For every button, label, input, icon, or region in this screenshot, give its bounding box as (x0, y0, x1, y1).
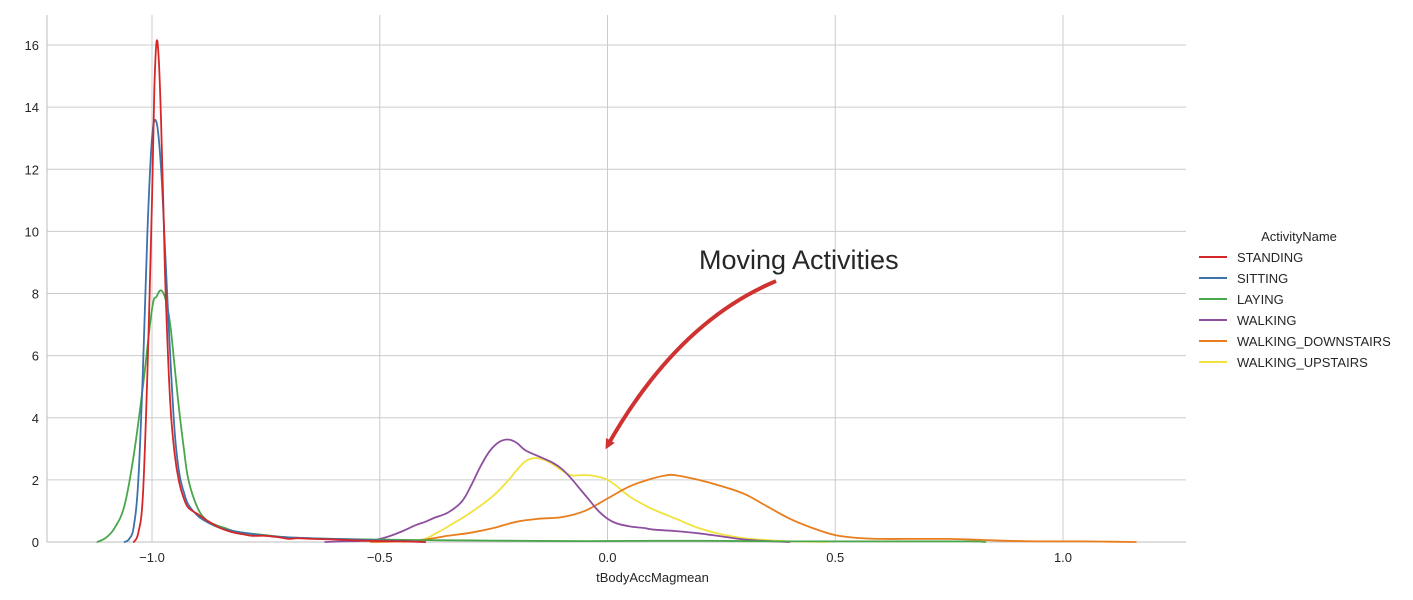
y-tick-label: 14 (25, 100, 39, 115)
x-tick-label: −0.5 (367, 550, 393, 565)
series-line-laying (96, 289, 987, 543)
y-tick-label: 10 (25, 224, 39, 239)
legend-entry: WALKING_UPSTAIRS (1237, 355, 1368, 370)
axes (46, 15, 1186, 543)
series-line-walking-downstairs (369, 473, 1137, 543)
series-line-walking-upstairs (401, 457, 828, 543)
grid-lines (47, 15, 1186, 543)
legend-title: ActivityName (1261, 229, 1337, 244)
series-line-standing (132, 39, 427, 543)
tick-labels: 0 2 4 6 8 10 12 14 16 −1.0 −0.5 0.0 0.5 1.0 (25, 38, 1073, 565)
legend-entry: SITTING (1237, 271, 1288, 286)
legend: ActivityName STANDING SITTING LAYING WALKIN… (1199, 229, 1391, 370)
annotation-arrow (605, 279, 777, 450)
legend-entry: STANDING (1237, 250, 1303, 265)
x-axis-label: tBodyAccMagmean (596, 570, 709, 585)
y-tick-label: 16 (25, 38, 39, 53)
legend-entry: WALKING_DOWNSTAIRS (1237, 334, 1391, 349)
x-tick-label: 0.0 (598, 550, 616, 565)
x-tick-label: 1.0 (1054, 550, 1072, 565)
series-line-walking (324, 438, 791, 543)
x-tick-label: −1.0 (139, 550, 165, 565)
y-tick-label: 0 (32, 535, 39, 550)
y-tick-label: 4 (32, 411, 39, 426)
legend-entry: LAYING (1237, 292, 1284, 307)
y-tick-label: 8 (32, 287, 39, 302)
y-tick-label: 6 (32, 349, 39, 364)
series-lines (96, 39, 1137, 543)
legend-entry: WALKING (1237, 313, 1296, 328)
x-tick-label: 0.5 (826, 550, 844, 565)
annotation: Moving Activities (605, 245, 899, 450)
annotation-label: Moving Activities (699, 245, 899, 275)
y-tick-label: 12 (25, 162, 39, 177)
y-tick-label: 2 (32, 473, 39, 488)
